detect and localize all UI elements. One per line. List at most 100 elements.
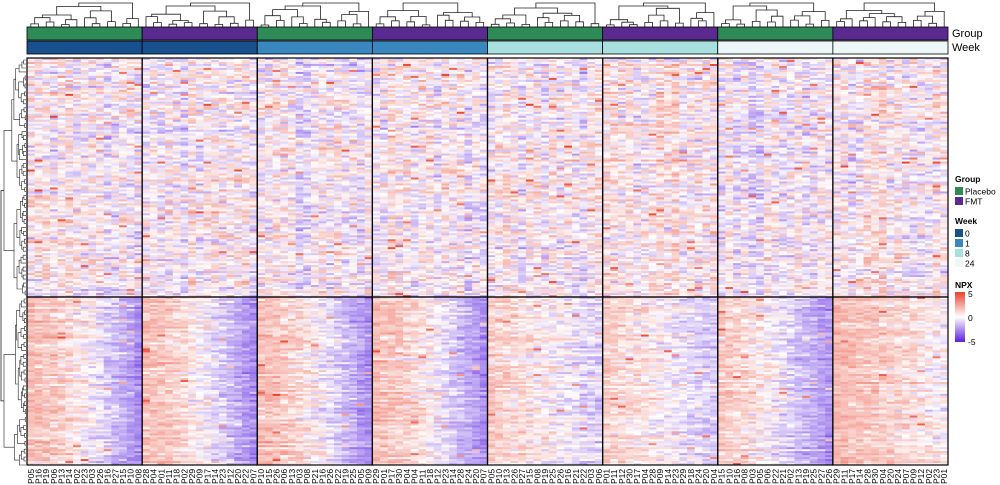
heatmap-cell bbox=[203, 155, 212, 158]
heatmap-cell bbox=[65, 279, 74, 282]
heatmap-cell bbox=[226, 167, 235, 170]
heatmap-cell bbox=[50, 221, 58, 224]
heatmap-cell bbox=[134, 209, 143, 212]
heatmap-cell bbox=[188, 135, 197, 138]
heatmap-cell bbox=[73, 133, 82, 136]
heatmap-cell bbox=[226, 155, 235, 158]
heatmap-cell bbox=[80, 179, 89, 182]
heatmap-cell bbox=[96, 101, 105, 105]
heatmap-cell bbox=[149, 139, 158, 142]
heatmap-cell bbox=[188, 93, 197, 97]
heatmap-cell bbox=[203, 241, 212, 244]
heatmap-cell bbox=[96, 370, 105, 373]
heatmap-cell bbox=[226, 193, 235, 196]
heatmap-cell bbox=[111, 263, 120, 266]
heatmap-cell bbox=[218, 195, 227, 198]
heatmap-cell bbox=[134, 185, 143, 188]
heatmap-cell bbox=[111, 273, 120, 276]
heatmap-cell bbox=[126, 370, 135, 373]
heatmap-cell bbox=[50, 159, 58, 162]
heatmap-cell bbox=[50, 99, 58, 103]
heatmap-cell bbox=[226, 181, 235, 184]
heatmap-cell bbox=[96, 225, 105, 228]
heatmap-cell bbox=[73, 328, 82, 331]
heatmap-cell bbox=[165, 267, 174, 270]
heatmap-cell bbox=[50, 273, 58, 276]
heatmap-cell bbox=[241, 129, 250, 132]
heatmap-cell bbox=[80, 159, 89, 162]
heatmap-cell bbox=[80, 233, 89, 236]
heatmap-cell bbox=[34, 263, 43, 266]
heatmap-cell bbox=[172, 147, 181, 150]
heatmap-cell bbox=[96, 389, 105, 393]
heatmap-cell bbox=[57, 231, 66, 234]
heatmap-cell bbox=[157, 227, 166, 230]
heatmap-cell bbox=[111, 451, 120, 454]
heatmap-cell bbox=[119, 279, 128, 282]
heatmap-cell bbox=[218, 75, 227, 79]
heatmap-cell bbox=[218, 239, 227, 242]
heatmap-cell bbox=[88, 61, 97, 65]
heatmap-cell bbox=[50, 229, 58, 232]
heatmap-cell bbox=[27, 111, 35, 115]
week-annotation-block bbox=[602, 40, 719, 55]
heatmap-cell bbox=[27, 360, 35, 363]
heatmap-cell bbox=[241, 135, 250, 138]
heatmap-cell bbox=[34, 135, 43, 138]
heatmap-cell bbox=[172, 267, 181, 270]
heatmap-cell bbox=[241, 163, 250, 166]
heatmap-cell bbox=[103, 151, 112, 154]
heatmap-cell bbox=[27, 71, 35, 75]
heatmap-cell bbox=[142, 111, 151, 115]
heatmap-cell bbox=[103, 179, 112, 182]
heatmap-cell bbox=[50, 131, 58, 134]
heatmap-cell bbox=[42, 437, 51, 440]
heatmap-cell bbox=[34, 249, 43, 252]
heatmap-cell bbox=[34, 181, 43, 184]
dendrogram-branch bbox=[18, 259, 22, 274]
heatmap-cell bbox=[211, 275, 220, 278]
heatmap-cell bbox=[65, 289, 74, 292]
heatmap-cell bbox=[88, 293, 97, 296]
heatmap-cell bbox=[27, 457, 35, 460]
heatmap-cell bbox=[241, 77, 250, 81]
heatmap-cell bbox=[50, 257, 58, 260]
heatmap-cell bbox=[180, 203, 189, 206]
heatmap-cell bbox=[211, 161, 220, 164]
dendrogram-branch bbox=[284, 5, 321, 20]
heatmap-cell bbox=[96, 312, 105, 316]
heatmap-cell bbox=[27, 181, 35, 184]
heatmap-cell bbox=[57, 302, 66, 306]
heatmap-cell bbox=[126, 271, 135, 274]
heatmap-cell bbox=[111, 344, 120, 347]
heatmap-cell bbox=[180, 191, 189, 194]
heatmap-cell bbox=[165, 149, 174, 152]
heatmap-cell bbox=[149, 243, 158, 246]
heatmap-cell bbox=[50, 295, 58, 298]
heatmap-cell bbox=[73, 413, 82, 416]
heatmap-cell bbox=[34, 356, 43, 359]
heatmap-cell bbox=[142, 201, 151, 204]
heatmap-cell bbox=[103, 298, 112, 302]
heatmap-cell bbox=[73, 383, 82, 387]
heatmap-cell bbox=[226, 271, 235, 274]
heatmap-cell bbox=[80, 455, 89, 458]
heatmap-cell bbox=[57, 221, 66, 224]
heatmap-cell bbox=[50, 143, 58, 146]
heatmap-cell bbox=[57, 263, 66, 266]
heatmap-cell bbox=[111, 356, 120, 359]
heatmap-cell bbox=[134, 279, 143, 282]
heatmap-cell bbox=[241, 225, 250, 228]
heatmap-cell bbox=[126, 121, 135, 125]
heatmap-cell bbox=[27, 239, 35, 242]
heatmap-cell bbox=[203, 125, 212, 129]
heatmap-cell bbox=[157, 75, 166, 79]
heatmap-cell bbox=[234, 243, 243, 246]
heatmap-cell bbox=[211, 69, 220, 73]
heatmap-cell bbox=[96, 171, 105, 174]
heatmap-cell bbox=[234, 221, 243, 224]
heatmap-cell bbox=[157, 137, 166, 140]
heatmap-cell bbox=[234, 165, 243, 168]
heatmap-cell bbox=[73, 261, 82, 264]
heatmap-cell bbox=[195, 58, 204, 61]
